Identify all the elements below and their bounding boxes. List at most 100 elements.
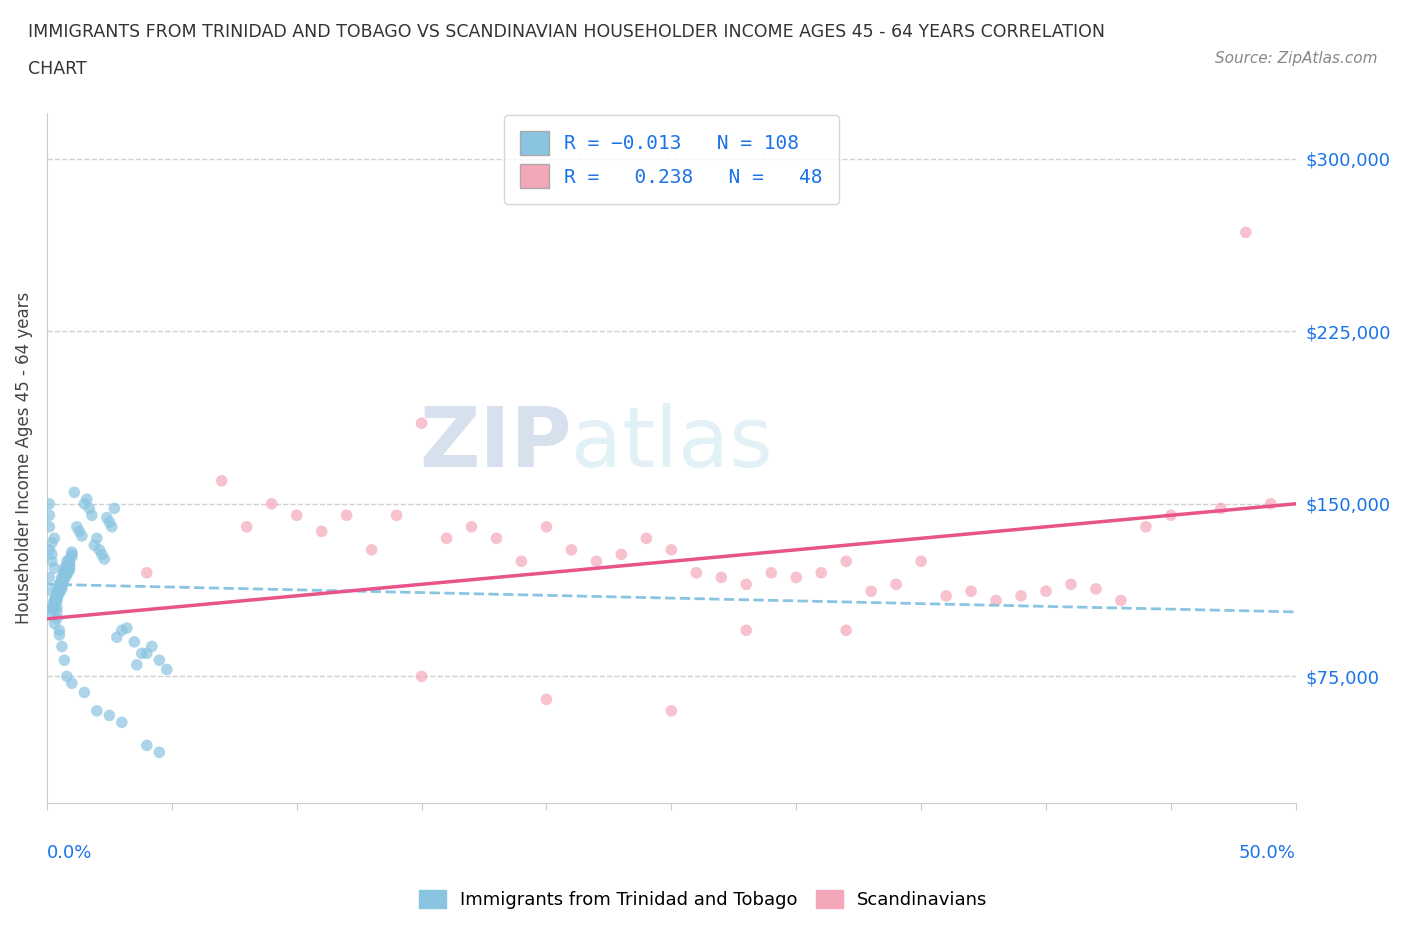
Point bbox=[485, 531, 508, 546]
Point bbox=[63, 485, 86, 499]
Point bbox=[56, 563, 79, 578]
Point bbox=[96, 511, 118, 525]
Point bbox=[1160, 508, 1182, 523]
Point bbox=[101, 519, 124, 534]
Point bbox=[41, 584, 63, 599]
Point bbox=[44, 598, 66, 613]
Point bbox=[45, 611, 67, 626]
Point bbox=[51, 577, 73, 591]
Point bbox=[45, 604, 67, 619]
Point bbox=[411, 416, 433, 431]
Point bbox=[585, 554, 607, 569]
Point bbox=[935, 589, 957, 604]
Point bbox=[38, 497, 60, 512]
Point bbox=[1109, 593, 1132, 608]
Point bbox=[45, 593, 67, 608]
Point bbox=[73, 497, 96, 512]
Point bbox=[38, 542, 60, 557]
Point bbox=[53, 565, 76, 580]
Point bbox=[83, 538, 105, 552]
Point bbox=[58, 558, 80, 573]
Point bbox=[58, 561, 80, 576]
Point bbox=[41, 554, 63, 569]
Point bbox=[51, 572, 73, 587]
Point bbox=[53, 567, 76, 582]
Point bbox=[884, 577, 907, 591]
Text: CHART: CHART bbox=[28, 60, 87, 78]
Point bbox=[360, 542, 382, 557]
Point bbox=[44, 561, 66, 576]
Point bbox=[735, 577, 758, 591]
Point bbox=[73, 685, 96, 700]
Text: 50.0%: 50.0% bbox=[1239, 844, 1296, 862]
Point bbox=[67, 524, 90, 538]
Point bbox=[124, 634, 146, 649]
Point bbox=[610, 547, 633, 562]
Point bbox=[48, 586, 70, 601]
Point bbox=[53, 561, 76, 576]
Point bbox=[41, 604, 63, 619]
Text: ZIP: ZIP bbox=[419, 404, 571, 485]
Point bbox=[211, 473, 233, 488]
Point bbox=[53, 572, 76, 587]
Point bbox=[135, 737, 157, 752]
Legend: Immigrants from Trinidad and Tobago, Scandinavians: Immigrants from Trinidad and Tobago, Sca… bbox=[412, 883, 994, 916]
Point bbox=[659, 703, 682, 718]
Point bbox=[51, 570, 73, 585]
Point bbox=[835, 623, 858, 638]
Point bbox=[103, 501, 125, 516]
Point bbox=[48, 577, 70, 591]
Y-axis label: Householder Income Ages 45 - 64 years: Householder Income Ages 45 - 64 years bbox=[15, 292, 32, 624]
Point bbox=[536, 519, 558, 534]
Point bbox=[810, 565, 832, 580]
Point bbox=[38, 570, 60, 585]
Text: atlas: atlas bbox=[571, 404, 773, 485]
Point bbox=[66, 519, 89, 534]
Point bbox=[60, 547, 83, 562]
Point bbox=[710, 570, 733, 585]
Point bbox=[860, 584, 883, 599]
Point bbox=[51, 579, 73, 594]
Point bbox=[436, 531, 458, 546]
Point bbox=[44, 531, 66, 546]
Point bbox=[156, 662, 179, 677]
Point bbox=[45, 600, 67, 615]
Point bbox=[48, 623, 70, 638]
Point bbox=[1010, 589, 1032, 604]
Point bbox=[125, 658, 148, 672]
Point bbox=[56, 563, 79, 578]
Point bbox=[1260, 497, 1282, 512]
Point bbox=[58, 556, 80, 571]
Point bbox=[56, 561, 79, 576]
Point bbox=[45, 591, 67, 605]
Point bbox=[86, 531, 108, 546]
Point bbox=[44, 600, 66, 615]
Point bbox=[659, 542, 682, 557]
Point bbox=[1084, 581, 1107, 596]
Point bbox=[58, 563, 80, 578]
Point bbox=[510, 554, 533, 569]
Point bbox=[785, 570, 807, 585]
Point bbox=[735, 623, 758, 638]
Point bbox=[311, 524, 333, 538]
Point bbox=[385, 508, 408, 523]
Point bbox=[411, 669, 433, 684]
Point bbox=[56, 565, 79, 580]
Point bbox=[89, 542, 111, 557]
Point bbox=[148, 745, 170, 760]
Point bbox=[45, 586, 67, 601]
Point bbox=[79, 501, 101, 516]
Point bbox=[1209, 501, 1232, 516]
Point bbox=[98, 708, 121, 723]
Point bbox=[56, 558, 79, 573]
Point bbox=[98, 514, 121, 529]
Point bbox=[235, 519, 257, 534]
Point bbox=[58, 551, 80, 566]
Point bbox=[260, 497, 283, 512]
Point bbox=[53, 565, 76, 580]
Point bbox=[38, 519, 60, 534]
Point bbox=[105, 630, 128, 644]
Point bbox=[48, 628, 70, 643]
Point bbox=[44, 595, 66, 610]
Point bbox=[41, 600, 63, 615]
